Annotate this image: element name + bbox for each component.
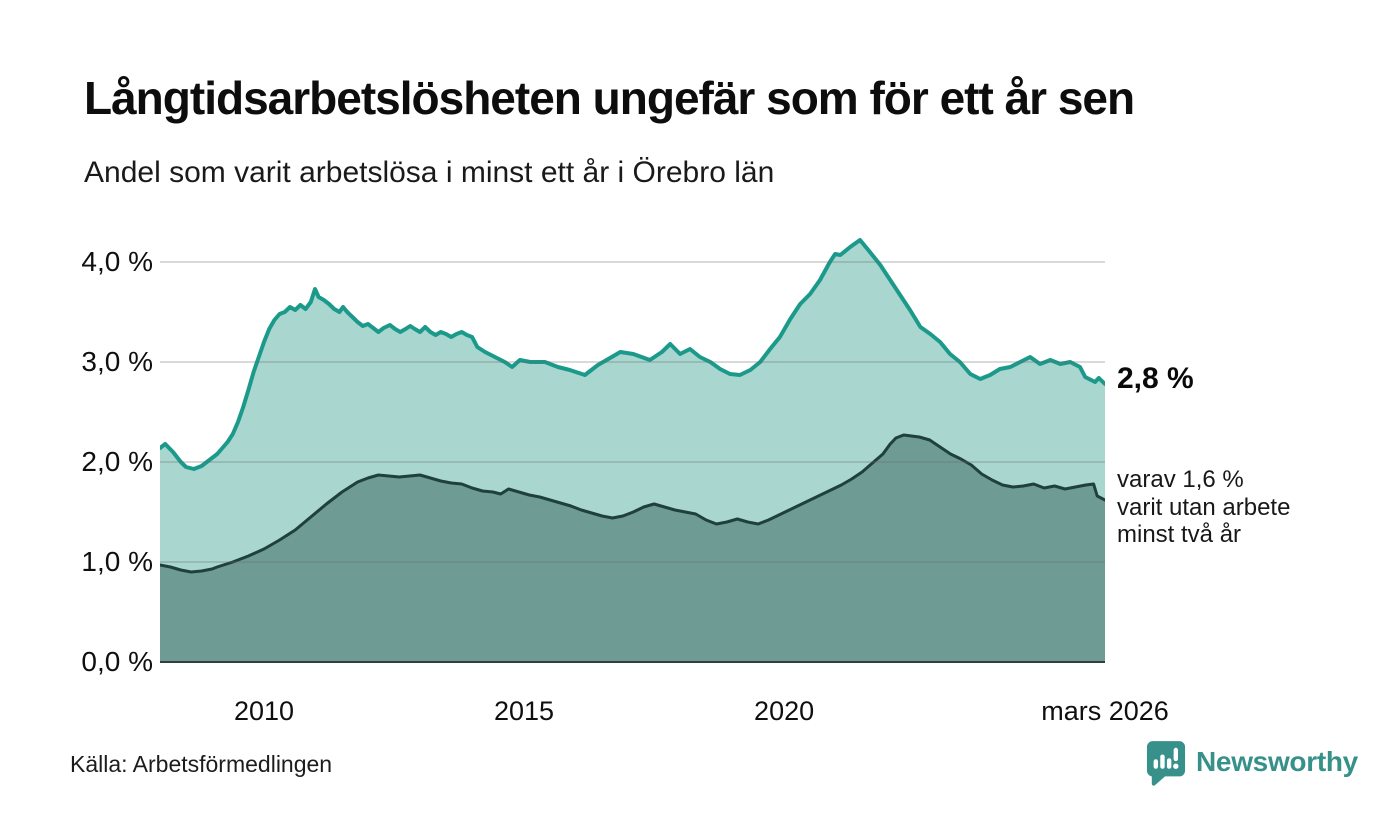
y-tick-label: 3,0 % bbox=[81, 346, 153, 377]
x-tick-label: 2020 bbox=[754, 696, 815, 726]
series-line-1 bbox=[160, 238, 1105, 471]
secondary-annotation-line: varit utan arbete bbox=[1117, 493, 1291, 521]
secondary-annotation-line: minst två år bbox=[1117, 521, 1242, 548]
series-area-2 bbox=[160, 435, 1105, 662]
x-tick-label: 2010 bbox=[233, 696, 295, 726]
x-tick-label: mars 2026 bbox=[1041, 696, 1169, 726]
series-line-2 bbox=[160, 433, 1105, 574]
latest-value-label: 2,8 % bbox=[1117, 362, 1194, 395]
area-chart-plot bbox=[160, 238, 1105, 662]
y-tick-label: 2,0 % bbox=[81, 446, 153, 477]
y-tick-label: 4,0 % bbox=[81, 246, 153, 277]
page-subtitle: Andel som varit arbetslösa i minst ett å… bbox=[84, 156, 775, 189]
brand-name: Newsworthy bbox=[1196, 746, 1358, 777]
y-tick-label: 1,0 % bbox=[81, 546, 153, 577]
secondary-annotation: varav 1,6 % varit utan arbete minst två år bbox=[1117, 466, 1347, 549]
y-tick-label: 0,0 % bbox=[81, 646, 153, 677]
newsworthy-logo-icon bbox=[1146, 740, 1186, 793]
page-title: Långtidsarbetslösheten ungefär som för e… bbox=[84, 72, 1135, 124]
source-caption: Källa: Arbetsförmedlingen bbox=[70, 751, 333, 777]
brand-lockup: Newsworthy bbox=[1146, 740, 1358, 790]
x-tick-label: 2015 bbox=[494, 696, 555, 726]
secondary-annotation-line: varav 1,6 % bbox=[1117, 466, 1244, 493]
